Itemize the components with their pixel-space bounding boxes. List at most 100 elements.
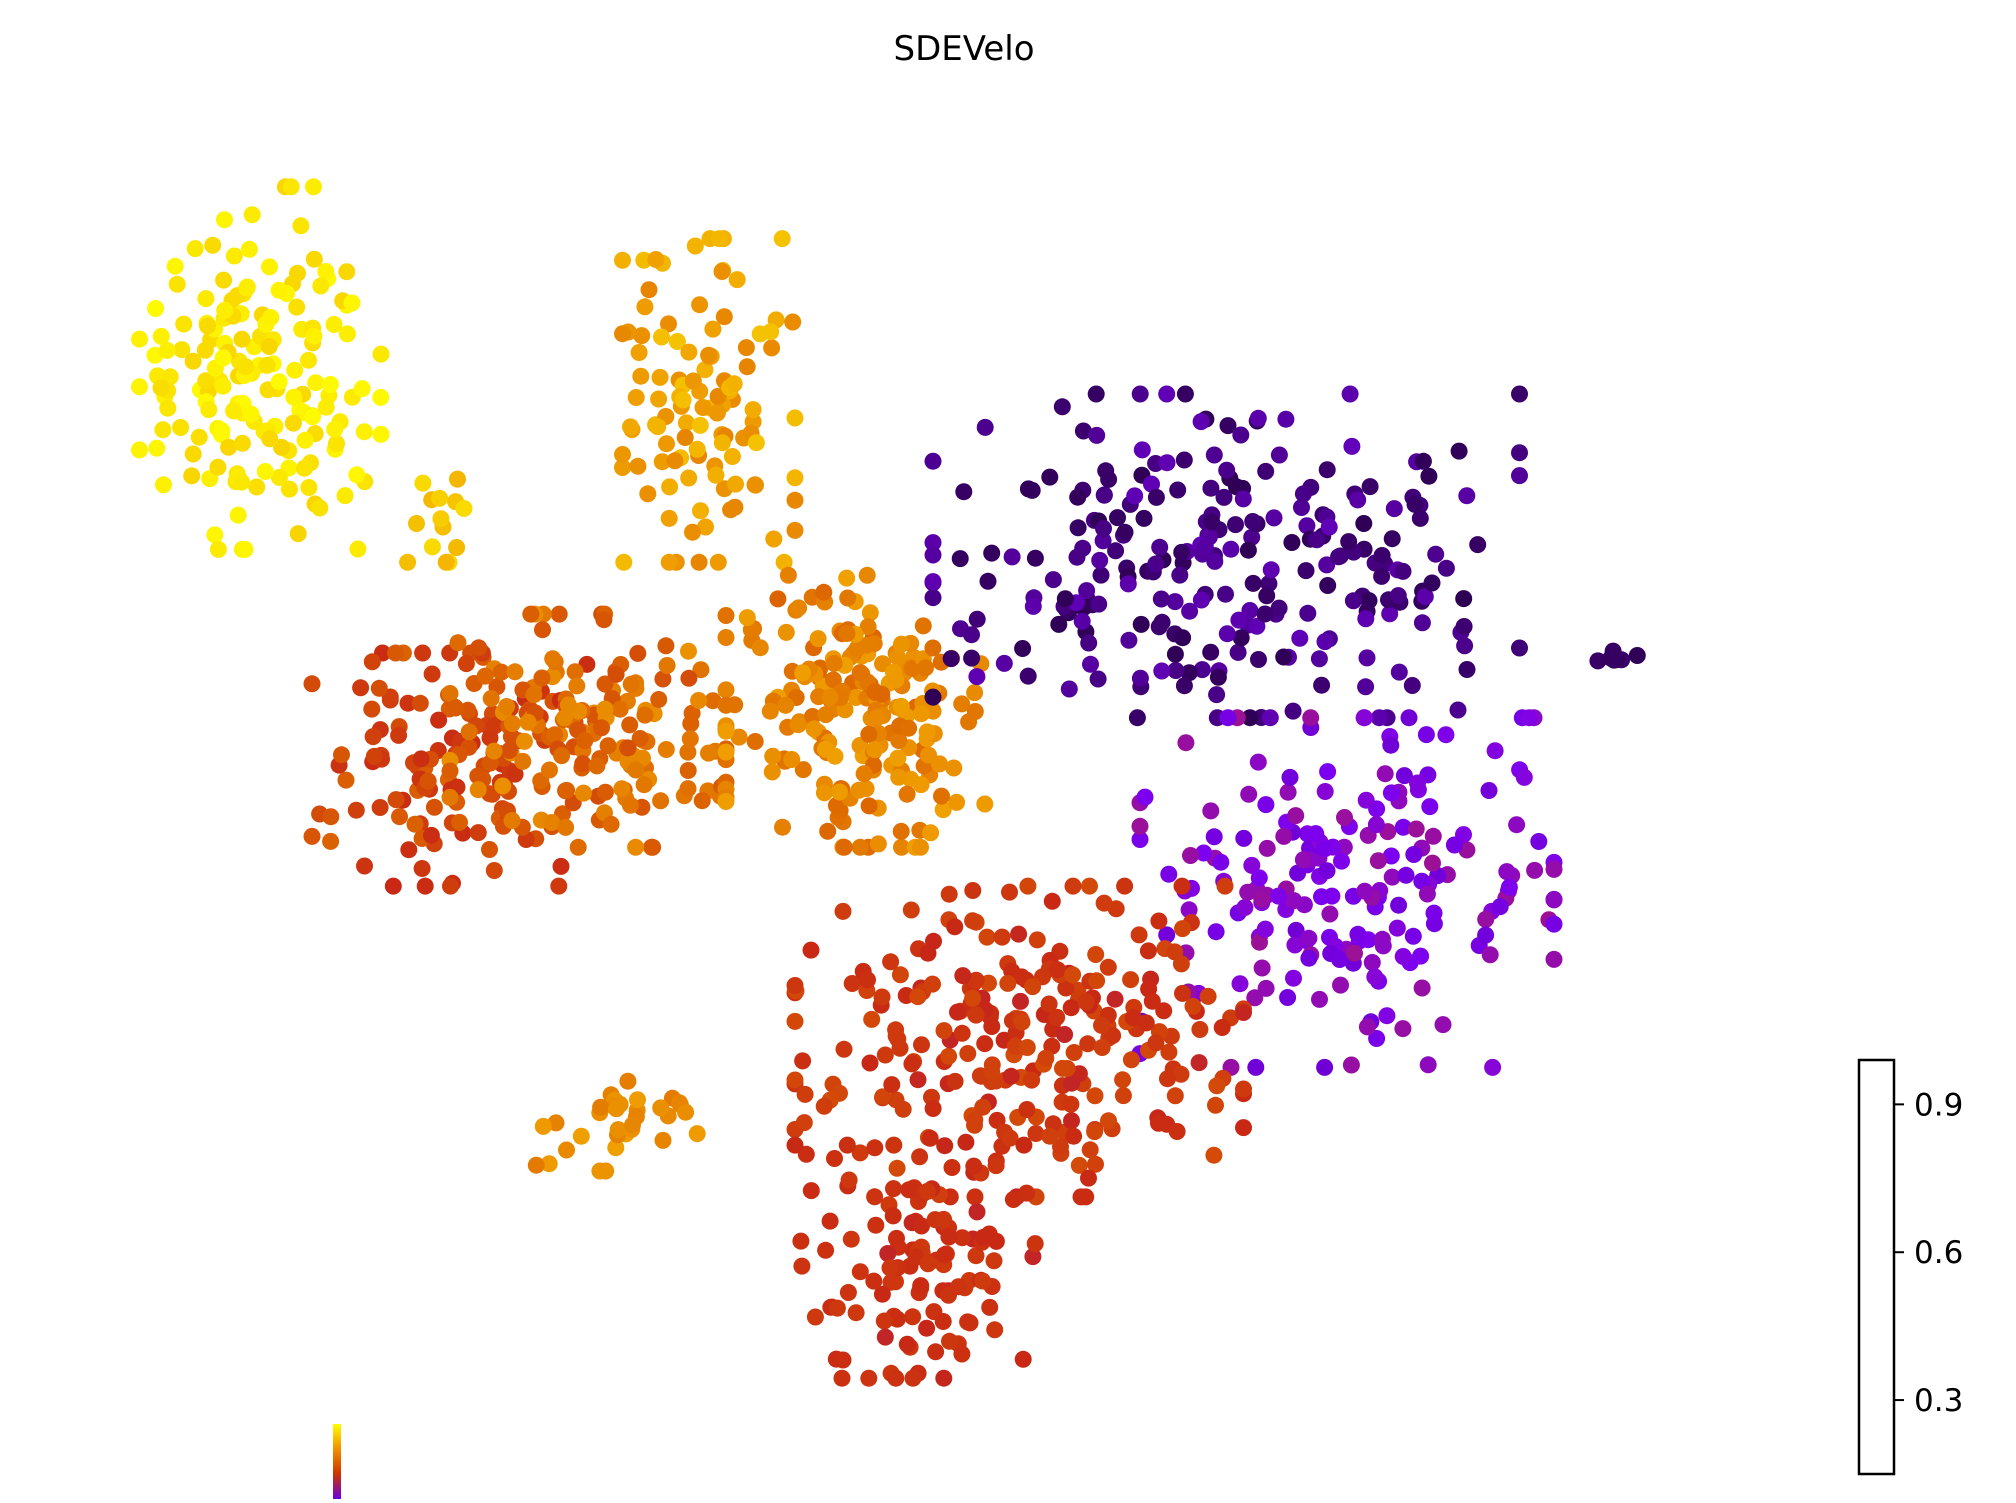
data-point (1155, 1002, 1173, 1020)
data-point (322, 832, 340, 850)
data-point (974, 1228, 992, 1246)
data-point (1316, 1058, 1334, 1076)
data-point (999, 974, 1017, 992)
data-point (964, 989, 982, 1007)
data-point (552, 857, 570, 875)
data-point (843, 975, 861, 992)
data-point (619, 739, 637, 757)
data-point (1218, 625, 1236, 643)
data-point (1232, 629, 1250, 647)
data-point (609, 1121, 627, 1139)
data-point (1048, 1008, 1066, 1026)
data-point (1424, 854, 1441, 872)
data-point (660, 315, 677, 333)
data-point (1222, 540, 1240, 558)
data-point (1119, 575, 1137, 593)
data-point (1358, 1018, 1376, 1036)
data-point (1628, 647, 1646, 664)
data-point (1394, 818, 1412, 836)
data-point (1065, 1044, 1083, 1061)
data-point (243, 206, 261, 224)
data-point (1116, 523, 1134, 541)
data-point (1205, 1146, 1223, 1164)
data-point (650, 691, 668, 708)
data-point (1310, 650, 1328, 668)
data-point (824, 671, 842, 689)
data-point (936, 1246, 954, 1264)
data-point (953, 1024, 971, 1042)
data-point (700, 346, 718, 364)
data-point (1190, 1054, 1208, 1072)
data-point (903, 1055, 921, 1073)
data-point (1203, 513, 1221, 531)
data-point (596, 700, 614, 718)
data-point (790, 599, 808, 617)
data-point (651, 368, 669, 386)
data-point (131, 330, 148, 348)
data-point (1086, 1123, 1104, 1141)
data-point (286, 361, 304, 379)
data-point (627, 761, 645, 779)
data-point (851, 1144, 869, 1162)
data-point (884, 1207, 902, 1225)
data-point (964, 882, 982, 899)
data-point (967, 971, 985, 989)
data-point (607, 665, 625, 683)
data-point (639, 485, 657, 503)
data-point (850, 781, 868, 799)
data-point (954, 967, 972, 985)
data-point (1172, 955, 1190, 973)
data-point (828, 1299, 846, 1317)
data-point (197, 372, 215, 390)
data-point (1202, 479, 1220, 497)
data-point (792, 1232, 810, 1250)
data-point (575, 784, 592, 802)
data-point (657, 637, 675, 655)
data-point (635, 776, 653, 794)
data-point (911, 1148, 929, 1166)
data-point (993, 928, 1011, 946)
data-point (1049, 961, 1067, 979)
data-point (1153, 662, 1171, 680)
data-point (592, 1098, 610, 1116)
data-point (1082, 655, 1099, 673)
data-point (441, 762, 459, 780)
data-point (1019, 877, 1037, 895)
data-point (876, 1046, 894, 1064)
data-point (1413, 872, 1431, 890)
data-point (1418, 885, 1436, 903)
data-point (680, 343, 698, 361)
data-point (1018, 1039, 1036, 1056)
data-point (1195, 844, 1213, 862)
data-point (866, 1188, 884, 1206)
data-point (1122, 1051, 1140, 1069)
data-point (653, 328, 670, 346)
data-point (300, 479, 318, 496)
data-point (924, 639, 942, 657)
data-point (1258, 587, 1276, 605)
data-point (1425, 904, 1443, 922)
data-point (611, 700, 629, 718)
data-point (892, 822, 910, 840)
data-point (1427, 545, 1445, 563)
data-point (918, 1319, 936, 1337)
data-point (679, 743, 697, 761)
data-point (1180, 664, 1198, 682)
data-point (744, 401, 762, 419)
data-point (919, 1255, 937, 1273)
data-point (955, 483, 973, 501)
data-point (1251, 933, 1268, 951)
data-point (953, 1345, 971, 1363)
data-point (209, 540, 227, 558)
data-point (934, 801, 952, 819)
data-point (821, 1212, 839, 1230)
data-point (1281, 768, 1299, 786)
data-point (1511, 385, 1528, 403)
data-point (154, 421, 172, 439)
data-point (408, 515, 425, 532)
data-point (851, 664, 869, 682)
data-point (1184, 997, 1202, 1015)
data-point (1477, 910, 1495, 928)
data-point (622, 675, 640, 693)
data-point (1069, 488, 1087, 506)
